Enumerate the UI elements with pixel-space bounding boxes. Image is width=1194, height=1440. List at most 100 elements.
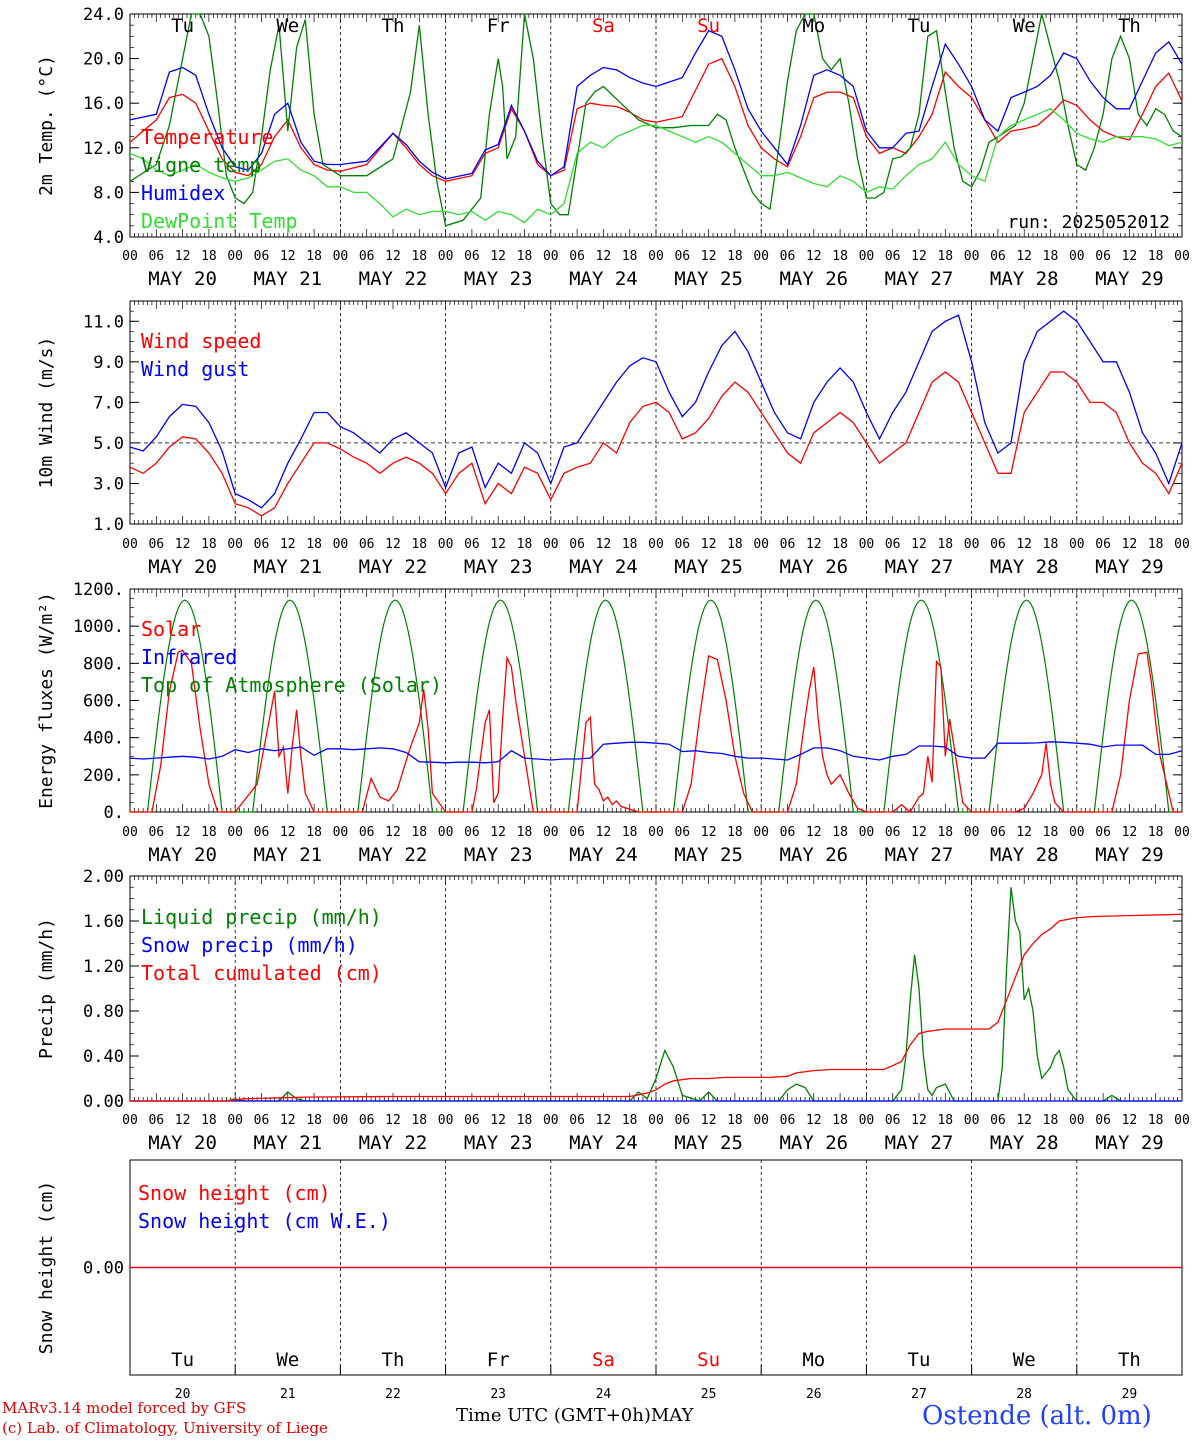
weekday-label: We [276,15,299,37]
y-tick-label: 1.20 [83,957,124,977]
hour-label: 18 [622,537,638,552]
y-tick-label: 1.60 [83,912,124,932]
hour-label: 18 [411,537,427,552]
hour-label: 00 [964,249,980,264]
hour-label: 18 [937,537,953,552]
date-label: MAY 26 [779,844,848,866]
hour-label: 12 [1122,825,1138,840]
panel-wind: 1.0 3.0 5.0 7.0 9.0 11.0 10m Wind (m/s) Wind sp… [36,300,1190,578]
hour-label: 06 [254,825,270,840]
y-tick-label: 0.40 [83,1047,124,1067]
date-label: MAY 28 [990,268,1059,290]
hour-label: 12 [175,249,191,264]
hour-label: 12 [911,1113,927,1128]
date-label: MAY 24 [569,556,638,578]
hour-label: 18 [1148,1113,1164,1128]
date-label: MAY 28 [990,1132,1059,1154]
date-label: MAY 29 [1095,1132,1164,1154]
day-number: 29 [1122,1387,1138,1402]
hour-label: 00 [859,825,875,840]
hour-label: 00 [543,1113,559,1128]
date-label: MAY 21 [253,556,322,578]
y-tick-label: 0. [104,803,124,823]
hour-label: 18 [517,537,533,552]
hour-label: 12 [806,825,822,840]
hour-label: 12 [175,825,191,840]
legend-entry: Liquid precip (mm/h) [141,905,382,929]
y-tick-label: 1200. [73,580,124,600]
hour-label: 12 [1016,537,1032,552]
weekday-label: Tu [171,1349,194,1371]
hour-label: 00 [333,1113,349,1128]
weekday-label: Th [382,15,405,37]
weekday-label: Th [382,1349,405,1371]
hour-label: 00 [438,249,454,264]
hour-label: 00 [753,537,769,552]
series-line-total-cumulated-cm [130,913,1183,1102]
hour-label: 12 [385,1113,401,1128]
hour-label: 12 [911,825,927,840]
date-label: MAY 26 [779,556,848,578]
y-axis-title: 10m Wind (m/s) [36,337,57,489]
weekday-label: Tu [908,1349,931,1371]
hour-label: 06 [569,825,585,840]
hour-label: 18 [727,825,743,840]
hour-label: 18 [832,825,848,840]
day-number: 21 [280,1387,296,1402]
hour-label: 00 [227,1113,243,1128]
date-label: MAY 23 [464,268,533,290]
y-tick-label: 4.0 [93,228,124,248]
date-label: MAY 28 [990,556,1059,578]
legend-entry: Snow height (cm W.E.) [138,1209,391,1233]
y-tick-label: 2.00 [83,867,124,887]
hour-label: 18 [517,249,533,264]
y-tick-label: 3.0 [93,474,124,494]
hour-label: 06 [148,249,164,264]
date-label: MAY 24 [569,844,638,866]
hour-label: 18 [937,249,953,264]
weekday-label: Th [1118,15,1141,37]
hour-label: 12 [175,1113,191,1128]
legend-entry: Top of Atmosphere (Solar) [141,673,442,697]
hour-label: 00 [122,825,138,840]
legend-entry: Wind gust [141,357,249,381]
date-label: MAY 25 [674,1132,743,1154]
hour-label: 06 [359,537,375,552]
weekday-label: Mo [802,15,825,37]
hour-label: 06 [254,249,270,264]
hour-label: 06 [1095,1113,1111,1128]
y-tick-label: 16.0 [83,94,124,114]
hour-label: 06 [990,1113,1006,1128]
y-tick-label: 20.0 [83,50,124,70]
legend-entry: Temperature [141,125,273,149]
hour-label: 18 [306,1113,322,1128]
hour-label: 00 [227,825,243,840]
hour-label: 18 [411,1113,427,1128]
series-line-temperature [129,57,1183,182]
weekday-label: We [276,1349,299,1371]
date-label: MAY 20 [148,1132,217,1154]
series-line-dewpoint-temp [129,108,1183,224]
y-tick-label: 0.00 [83,1259,124,1279]
y-axis-title: Precip (mm/h) [36,918,57,1059]
hour-label: 06 [1095,825,1111,840]
hour-label: 00 [1069,249,1085,264]
hour-label: 00 [859,1113,875,1128]
date-label: MAY 23 [464,556,533,578]
hour-label: 00 [648,537,664,552]
time-axis-label: Time UTC (GMT+0h)MAY [456,1405,693,1426]
hour-label: 18 [727,1113,743,1128]
hour-label: 18 [1043,825,1059,840]
series-line-humidex [129,29,1183,180]
hour-label: 18 [306,249,322,264]
y-tick-label: 800. [83,654,124,674]
legend-entry: DewPoint Temp [141,209,298,233]
hour-label: 12 [490,1113,506,1128]
hour-label: 06 [148,537,164,552]
date-label: MAY 27 [885,844,954,866]
legend-entry: Total cumulated (cm) [141,961,382,985]
hour-label: 00 [753,825,769,840]
hour-label: 06 [885,249,901,264]
legend-entry: Infrared [141,645,237,669]
y-tick-label: 24.0 [83,5,124,25]
